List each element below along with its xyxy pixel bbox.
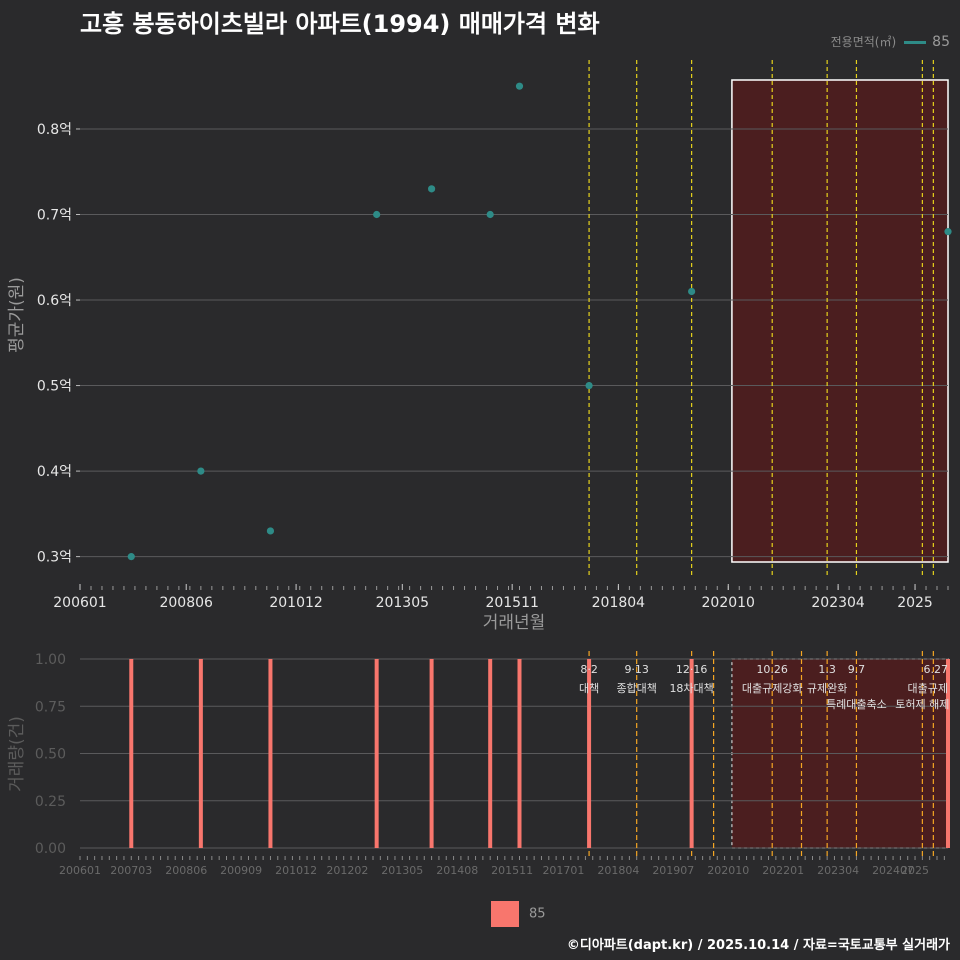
price-y-tick-label: 0.4억	[37, 464, 72, 480]
price-x-tick-label: 200601	[53, 595, 106, 611]
price-x-tick-label: 202010	[702, 595, 755, 611]
volume-y-axis-title: 거래량(건)	[7, 716, 27, 792]
policy-annotation-date: 6.27	[924, 663, 949, 676]
price-legend: 전용면적(㎡) 85	[831, 33, 950, 50]
policy-annotation-date: 1.3	[818, 663, 836, 676]
volume-x-tick-label: 202304	[817, 864, 859, 877]
volume-y-tick-label: 0.25	[35, 794, 66, 810]
volume-bar	[268, 659, 273, 848]
volume-x-tick-label: 202010	[707, 864, 749, 877]
volume-x-tick-label: 201202	[326, 864, 368, 877]
volume-x-tick-label: 200703	[110, 864, 152, 877]
volume-legend: 85	[491, 901, 546, 927]
price-x-axis-title: 거래년월	[483, 613, 546, 633]
policy-annotation-text: 대출규제강화	[742, 682, 803, 695]
price-point	[127, 553, 135, 561]
volume-bar	[129, 659, 134, 848]
price-x-tick-label: 201305	[376, 595, 429, 611]
policy-annotation-text: 종합대책	[616, 682, 656, 695]
legend-title: 전용면적(㎡)	[830, 35, 897, 49]
chart-title: 고흥 봉동하이츠빌라 아파트(1994) 매매가격 변화	[80, 10, 600, 38]
policy-annotation-text: 토허제 해제	[895, 697, 949, 711]
price-point	[373, 210, 381, 219]
volume-bar	[587, 659, 592, 848]
volume-bar	[517, 659, 522, 848]
volume-y-tick-label: 0.75	[35, 699, 66, 715]
price-highlight-box	[731, 79, 949, 563]
volume-x-tick-label: 202407	[872, 864, 914, 877]
volume-x-tick-label: 201511	[491, 864, 533, 877]
price-point	[486, 210, 494, 219]
volume-x-tick-label: 201012	[275, 864, 317, 877]
volume-x-tick-label: 201907	[652, 864, 694, 877]
price-point	[585, 381, 593, 390]
price-x-tick-label: 200806	[159, 595, 213, 611]
price-y-tick-label: 0.8억	[37, 122, 72, 138]
price-y-tick-label: 0.3억	[37, 550, 72, 566]
volume-x-tick-label: 200806	[165, 864, 207, 877]
volume-x-tick-label: 202201	[762, 864, 804, 877]
volume-x-tick-label: 201804	[597, 864, 639, 877]
policy-annotation-date: 12·16	[676, 663, 708, 676]
volume-bar	[429, 659, 434, 848]
volume-y-tick-label: 0.00	[35, 841, 66, 857]
policy-annotation-text: 특례대출축소	[826, 698, 887, 711]
policy-annotation-text: 대책	[579, 682, 599, 695]
price-x-tick-label: 201804	[592, 595, 646, 611]
source-credit: ©디아파트(dapt.kr) / 2025.10.14 / 자료=국토교통부 실…	[566, 938, 950, 953]
price-point	[266, 527, 275, 535]
volume-bar	[689, 659, 694, 848]
price-point	[197, 467, 205, 475]
price-point	[427, 185, 436, 193]
volume-y-tick-label: 1.00	[35, 652, 66, 668]
price-x-tick-label: 202304	[811, 595, 865, 611]
price-point	[944, 228, 952, 236]
price-y-tick-label: 0.7억	[37, 208, 72, 224]
volume-bar	[488, 659, 493, 848]
policy-annotation-text: 대출규제	[908, 682, 948, 695]
volume-x-tick-label: 201408	[436, 864, 478, 877]
price-x-tick-label: 2025	[897, 595, 933, 611]
volume-x-tick-label: 201305	[381, 864, 423, 877]
policy-annotation-date: 9.7	[848, 663, 866, 676]
price-y-tick-label: 0.6억	[37, 293, 72, 309]
policy-annotation-date: 10.26	[756, 663, 788, 676]
legend-line-key	[904, 41, 927, 44]
legend-bar-label: 85	[529, 906, 546, 922]
policy-annotation-text: 18차대책	[669, 682, 713, 695]
price-y-axis-title: 평균가(원)	[7, 277, 27, 353]
price-x-tick-label: 201511	[485, 595, 538, 611]
policy-annotation-date: 9·13	[624, 663, 649, 676]
price-y-tick-label: 0.5억	[37, 379, 72, 395]
legend-series-label: 85	[932, 34, 950, 50]
volume-x-tick-label: 2025	[901, 864, 929, 877]
volume-bar	[374, 659, 379, 848]
volume-bar	[946, 659, 950, 848]
policy-annotation-text: 규제완화	[807, 682, 847, 695]
volume-x-tick-label: 200601	[59, 864, 101, 877]
policy-annotation-date: 8·2	[580, 663, 598, 676]
volume-x-tick-label: 201701	[542, 864, 584, 877]
volume-bar	[198, 659, 203, 848]
volume-y-tick-label: 0.50	[35, 747, 66, 763]
price-point	[688, 287, 696, 296]
price-x-tick-label: 201012	[269, 595, 322, 611]
legend-bar-key	[491, 901, 519, 927]
volume-x-tick-label: 200909	[220, 864, 262, 877]
price-point	[515, 82, 524, 90]
